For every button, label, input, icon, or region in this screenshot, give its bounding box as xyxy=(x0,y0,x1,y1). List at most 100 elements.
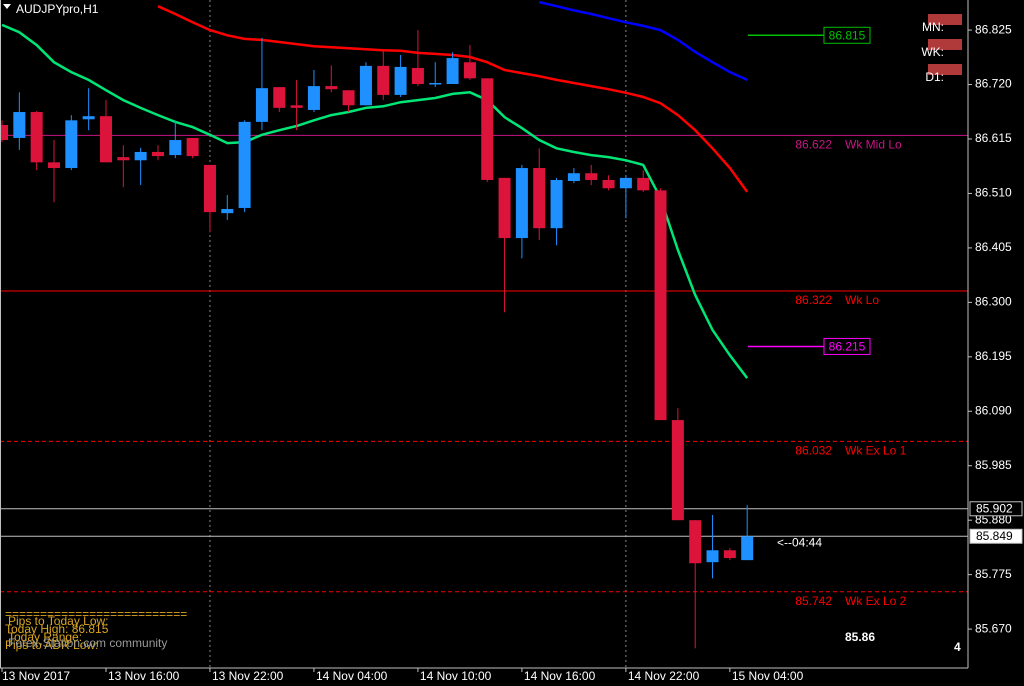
candle-body xyxy=(273,87,286,108)
candle-body xyxy=(307,86,320,110)
price-label: 85.902 xyxy=(976,501,1013,515)
candle-body xyxy=(47,162,60,169)
info-box xyxy=(928,39,962,50)
price-box xyxy=(969,528,1023,544)
x-tick-label: 13 Nov 16:00 xyxy=(108,669,180,683)
overlay-text: ========================== xyxy=(5,607,187,621)
overlay-text: Pips to ADR Low: xyxy=(5,638,98,652)
y-tick-label: 86.825 xyxy=(975,22,1012,36)
candle-body xyxy=(741,536,754,561)
chart-title: AUDJPYpro,H1 xyxy=(16,2,99,16)
candle-body xyxy=(151,151,164,157)
overlay-text: Today High: 86.815 xyxy=(5,622,109,636)
candle-body xyxy=(654,190,667,421)
candle-body xyxy=(169,140,182,156)
candle-body xyxy=(30,112,43,163)
candle-body xyxy=(689,520,702,564)
candle-body xyxy=(0,124,8,141)
overlay-text: Forex-Station.com community xyxy=(8,636,167,650)
candle-body xyxy=(637,177,650,191)
candle-body xyxy=(325,86,338,90)
candle-body xyxy=(99,116,112,163)
y-tick-label: 86.615 xyxy=(975,131,1012,145)
candle-body xyxy=(429,82,442,85)
x-tick-label: 14 Nov 04:00 xyxy=(316,669,388,683)
candle-body xyxy=(619,177,632,189)
level-value: 85.742 xyxy=(795,594,832,608)
candle-body xyxy=(359,65,372,106)
candle-body xyxy=(13,112,26,138)
price-label: 85.849 xyxy=(976,529,1013,543)
level-name: Wk Ex Lo 1 xyxy=(845,444,907,458)
level-name: Wk Ex Lo 2 xyxy=(845,594,907,608)
level-value: 86.032 xyxy=(795,444,832,458)
candle-body xyxy=(134,151,147,161)
candle-body xyxy=(585,173,598,180)
y-tick-label: 86.720 xyxy=(975,77,1012,91)
level-name: Wk Mid Lo xyxy=(845,138,902,152)
candle-body xyxy=(342,90,355,106)
candle-body xyxy=(394,66,407,95)
candle-body xyxy=(186,137,199,157)
overlay-text: Today Range: xyxy=(8,630,82,644)
level-name: Wk Lo xyxy=(845,293,879,307)
bid-main: 85.86 xyxy=(845,630,875,644)
x-tick-label: 13 Nov 2017 xyxy=(2,669,70,683)
ma-line xyxy=(538,0,748,82)
candle-body xyxy=(515,168,528,239)
candle-body xyxy=(723,550,736,559)
marker-label: 86.815 xyxy=(829,28,866,42)
level-value: 86.622 xyxy=(795,138,832,152)
info-label: WK: xyxy=(921,45,944,59)
x-tick-label: 14 Nov 22:00 xyxy=(628,669,700,683)
level-value: 86.322 xyxy=(795,293,832,307)
y-tick-label: 85.670 xyxy=(975,621,1012,635)
candle-body xyxy=(221,209,234,214)
marker-label: 86.215 xyxy=(829,340,866,354)
candle-body xyxy=(550,179,563,229)
menu-arrow xyxy=(3,4,11,9)
x-tick-label: 15 Nov 04:00 xyxy=(732,669,804,683)
timer: <--04:44 xyxy=(777,535,822,549)
candle-body xyxy=(671,420,684,521)
marker-box xyxy=(823,26,871,44)
candle-body xyxy=(290,105,303,108)
candle-body xyxy=(377,65,390,95)
candle-body xyxy=(481,78,494,180)
bid-last-digit: 4 xyxy=(954,640,961,654)
overlay-text: Pips to Today Low: xyxy=(8,614,109,628)
price-box xyxy=(969,501,1023,517)
candle-body xyxy=(567,173,580,182)
candle-body xyxy=(498,177,511,239)
candle-body xyxy=(446,58,459,85)
info-label: MN: xyxy=(922,20,944,34)
candle-body xyxy=(602,179,615,189)
y-tick-label: 86.300 xyxy=(975,295,1012,309)
candle-body xyxy=(117,157,130,161)
candle-body xyxy=(411,67,424,85)
x-tick-label: 13 Nov 22:00 xyxy=(212,669,284,683)
candle-body xyxy=(238,121,251,208)
y-tick-label: 86.090 xyxy=(975,403,1012,417)
info-label: D1: xyxy=(925,70,944,84)
candle-body xyxy=(65,120,78,169)
y-tick-label: 86.405 xyxy=(975,240,1012,254)
info-box xyxy=(928,64,962,75)
x-tick-label: 14 Nov 10:00 xyxy=(420,669,492,683)
candle-body xyxy=(533,168,546,229)
candle-body xyxy=(463,62,476,79)
candle-body xyxy=(82,116,95,120)
ma-line xyxy=(1,23,749,379)
candle-body xyxy=(706,550,719,563)
info-box xyxy=(928,14,962,25)
x-tick-label: 14 Nov 16:00 xyxy=(524,669,596,683)
marker-box xyxy=(823,337,871,355)
y-tick-label: 86.510 xyxy=(975,186,1012,200)
y-tick-label: 85.775 xyxy=(975,567,1012,581)
y-tick-label: 86.195 xyxy=(975,349,1012,363)
candle-body xyxy=(255,88,268,122)
y-tick-label: 85.985 xyxy=(975,458,1012,472)
